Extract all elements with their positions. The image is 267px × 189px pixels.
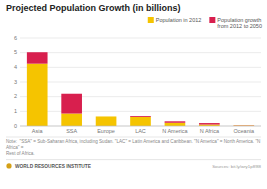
source: Sources: bit.ly/wry1p89l8 — [212, 164, 261, 169]
x-axis-line — [20, 126, 261, 127]
separator — [6, 159, 261, 160]
legend-swatch — [209, 17, 215, 23]
bar — [27, 52, 48, 63]
bar — [130, 116, 151, 118]
bar — [27, 64, 48, 126]
x-tick-label: N America — [162, 128, 188, 134]
note-line: Rest of Africa. — [6, 151, 35, 156]
note-line: Africa" = — [6, 145, 24, 150]
bar — [199, 123, 220, 124]
grid-line — [20, 38, 261, 39]
note: Note: "SSA" = Sub-Saharan Africa, includ… — [6, 139, 260, 156]
y-tick-label: 0 — [14, 123, 17, 129]
legend-label-line: from 2012 to 2050 — [217, 23, 262, 29]
grid-line — [20, 111, 261, 112]
credit: WORLD RESOURCES INSTITUTE — [15, 164, 92, 169]
legend-label: Population in 2012 — [156, 17, 202, 23]
x-tick-label: SSA — [66, 128, 77, 134]
y-tick-label: 1 — [14, 108, 17, 114]
separator — [6, 137, 261, 138]
grid-line — [20, 96, 261, 97]
bar — [165, 121, 186, 122]
bar — [130, 117, 151, 126]
grid-line — [20, 52, 261, 53]
bar — [96, 116, 117, 126]
bar — [61, 94, 82, 114]
x-tick-label: Oceania — [234, 128, 255, 134]
y-tick-label: 5 — [14, 49, 17, 55]
bar — [61, 114, 82, 126]
logo — [6, 163, 11, 168]
grid-line — [20, 67, 261, 68]
y-tick-label: 6 — [14, 35, 17, 41]
x-tick-label: LAC — [135, 128, 146, 134]
legend-swatch — [148, 17, 154, 23]
y-tick-label: 2 — [14, 93, 17, 99]
legend-label-line: Population in 2012 — [156, 17, 202, 23]
legend-label: Population growthfrom 2012 to 2050 — [217, 17, 262, 29]
grid-line — [20, 82, 261, 83]
x-tick-label: Europe — [97, 128, 115, 134]
x-tick-label: N Africa — [200, 128, 220, 134]
bar — [96, 116, 117, 117]
title: Projected Population Growth (in billions… — [6, 3, 181, 13]
note-line: Note: "SSA" = Sub-Saharan Africa, includ… — [6, 139, 260, 144]
x-tick-label: Asia — [32, 128, 44, 134]
legend: Population in 2012 Population growthfrom … — [148, 17, 262, 29]
y-tick-label: 3 — [14, 79, 17, 85]
y-tick-label: 4 — [14, 64, 17, 70]
bar — [165, 123, 186, 126]
chart: Projected Population Growth (in billions… — [0, 0, 267, 189]
bars — [27, 52, 254, 126]
